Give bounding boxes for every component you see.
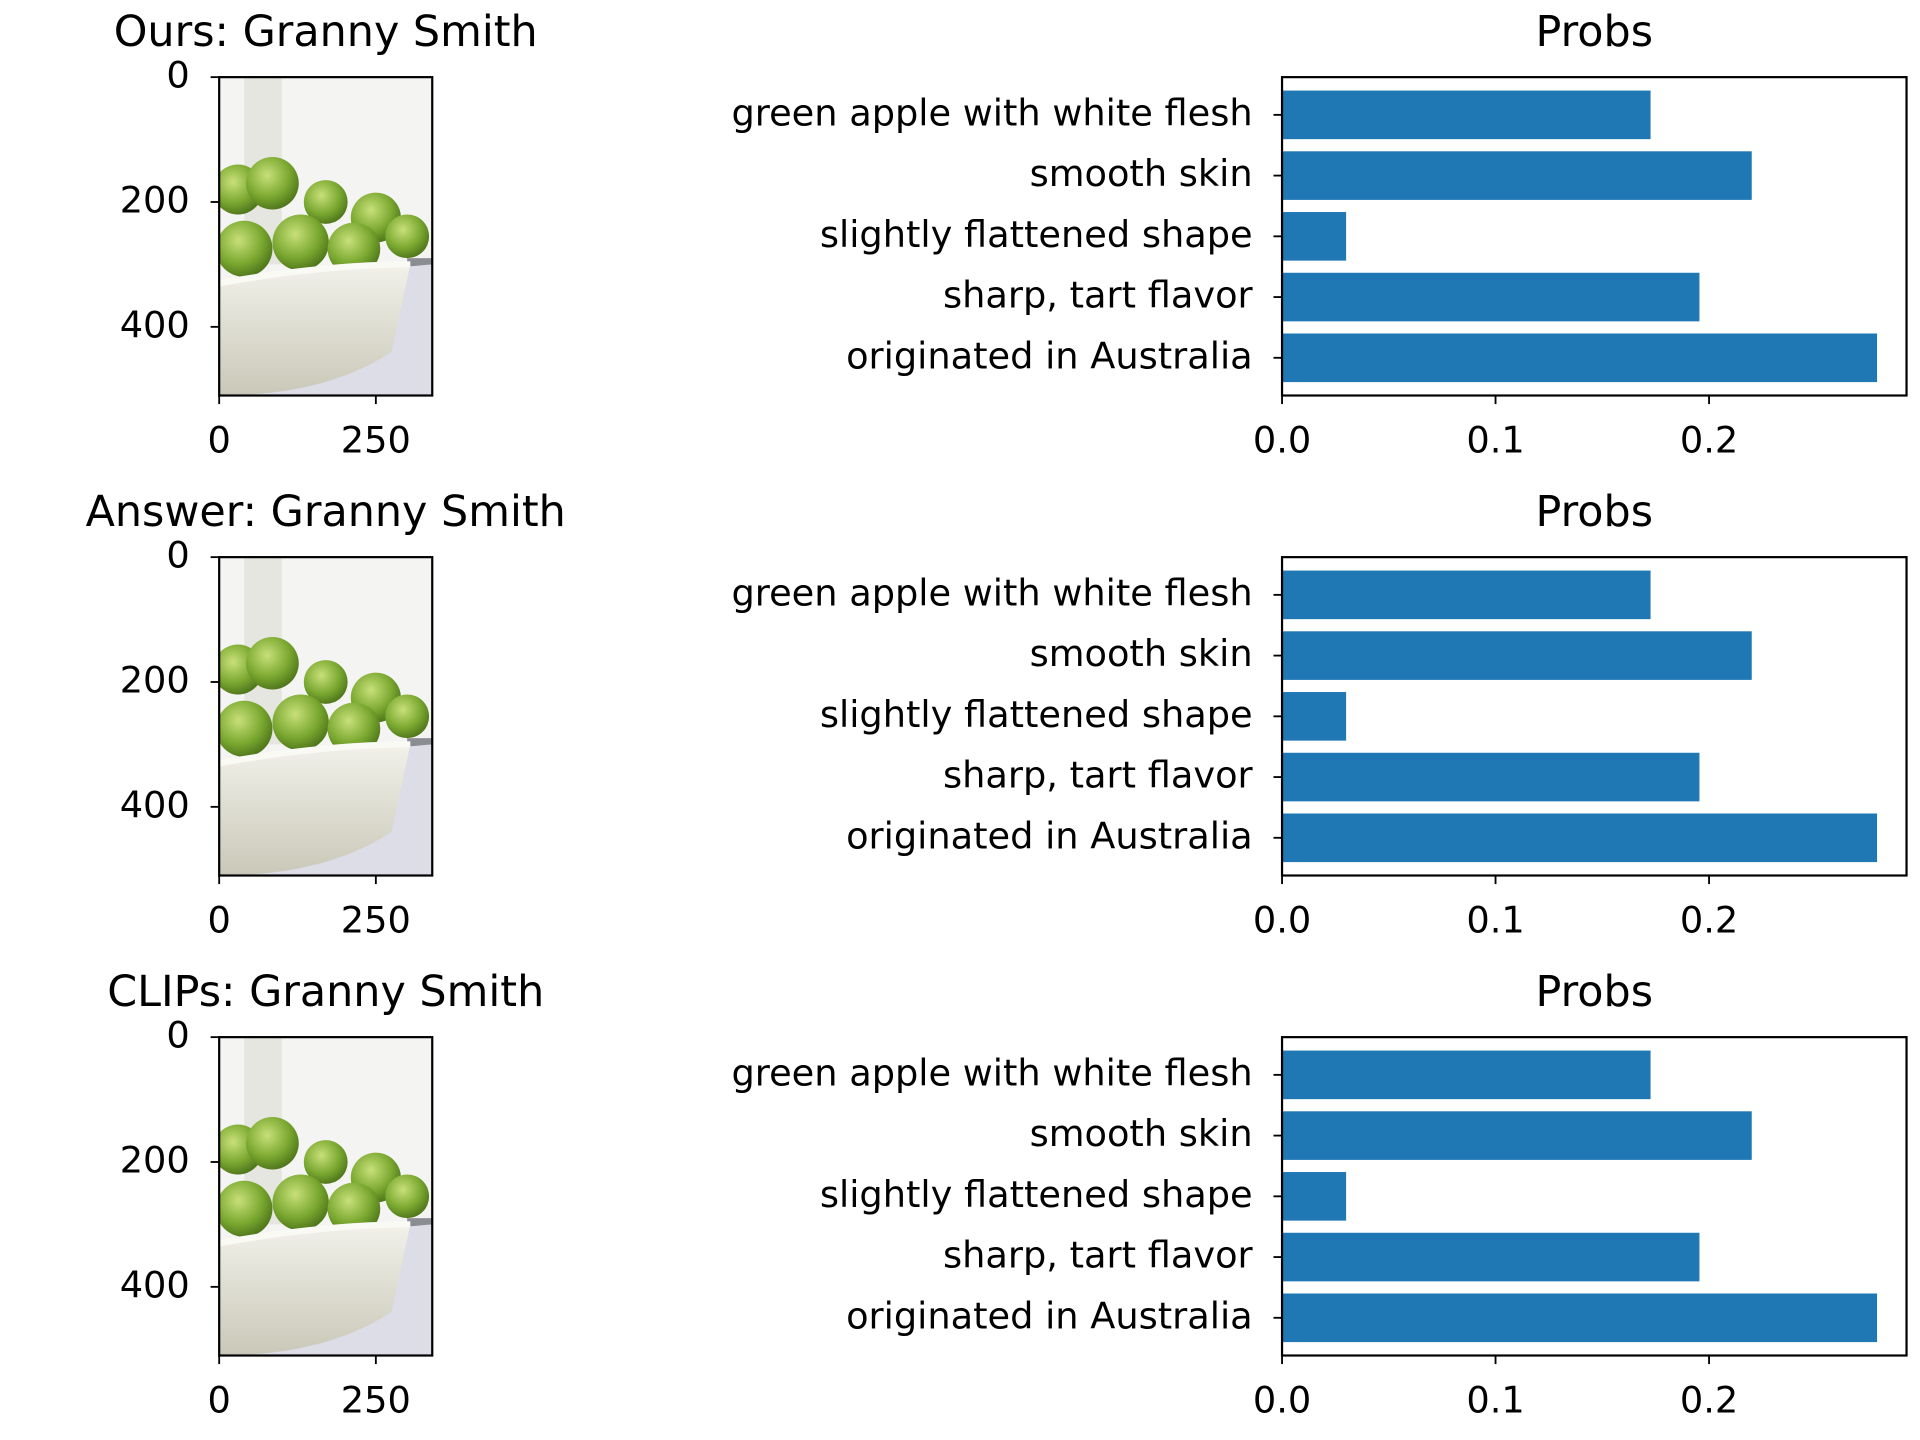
category-label: slightly flattened shape [820, 213, 1253, 256]
bar [1282, 1293, 1878, 1343]
category-label: originated in Australia [846, 814, 1253, 857]
bar [1282, 1172, 1347, 1221]
image [213, 1037, 432, 1355]
bar [1282, 212, 1347, 261]
y-tick-label: 400 [120, 783, 190, 826]
panel-title: CLIPs: Granny Smith [107, 967, 544, 1017]
bar [1282, 272, 1700, 322]
category-label: smooth skin [1030, 632, 1253, 675]
x-tick-label: 250 [341, 419, 411, 462]
axes-frame [218, 556, 434, 877]
axes-frame [218, 1036, 434, 1357]
x-tick-label: 0 [207, 419, 230, 462]
category-label: sharp, tart flavor [943, 1234, 1254, 1277]
bar [1282, 1111, 1752, 1160]
category-label: smooth skin [1030, 152, 1253, 195]
x-tick-label: 0.0 [1253, 899, 1311, 942]
x-tick-label: 0.1 [1466, 899, 1524, 942]
image [213, 77, 432, 395]
y-tick-label: 0 [166, 1014, 189, 1057]
category-label: slightly flattened shape [820, 693, 1253, 736]
category-label: green apple with white flesh [731, 571, 1252, 614]
bar [1282, 813, 1878, 863]
y-tick-label: 200 [120, 658, 190, 701]
axes-frame [1280, 1036, 1908, 1357]
category-label: originated in Australia [846, 334, 1253, 377]
x-tick-label: 0.2 [1680, 419, 1738, 462]
x-tick-label: 0.1 [1466, 419, 1524, 462]
bar [1282, 1232, 1700, 1282]
x-tick-label: 0.0 [1253, 419, 1311, 462]
x-tick-label: 0.2 [1680, 1379, 1738, 1422]
x-tick-label: 0.1 [1466, 1379, 1524, 1422]
y-tick-label: 0 [166, 534, 189, 577]
category-label: smooth skin [1030, 1112, 1253, 1155]
x-tick-label: 0.2 [1680, 899, 1738, 942]
axes-frame [1280, 76, 1908, 397]
bar [1282, 1050, 1651, 1100]
y-tick-label: 200 [120, 178, 190, 221]
y-tick-label: 400 [120, 1263, 190, 1306]
bar [1282, 631, 1752, 680]
x-tick-label: 0 [207, 899, 230, 942]
panel-title: Probs [1536, 487, 1654, 537]
category-label: sharp, tart flavor [943, 274, 1254, 317]
bar [1282, 570, 1651, 620]
category-label: green apple with white flesh [731, 1051, 1252, 1094]
x-tick-label: 0 [207, 1379, 230, 1422]
bar [1282, 151, 1752, 200]
y-tick-label: 400 [120, 303, 190, 346]
bar [1282, 333, 1878, 383]
category-label: slightly flattened shape [820, 1173, 1253, 1216]
x-tick-label: 250 [341, 1379, 411, 1422]
panel-title: Probs [1536, 967, 1654, 1017]
bar [1282, 90, 1651, 140]
image [213, 557, 432, 875]
x-tick-label: 0.0 [1253, 1379, 1311, 1422]
axes-frame [218, 76, 434, 397]
category-label: originated in Australia [846, 1294, 1253, 1337]
panel-title: Probs [1536, 7, 1654, 57]
category-label: sharp, tart flavor [943, 754, 1254, 797]
y-tick-label: 200 [120, 1138, 190, 1181]
category-label: green apple with white flesh [731, 91, 1252, 134]
axes-frame [1280, 556, 1908, 877]
x-tick-label: 250 [341, 899, 411, 942]
panel-title: Ours: Granny Smith [114, 7, 538, 57]
bar [1282, 692, 1347, 741]
panel-title: Answer: Granny Smith [86, 487, 566, 537]
y-tick-label: 0 [166, 54, 189, 97]
bar [1282, 752, 1700, 802]
